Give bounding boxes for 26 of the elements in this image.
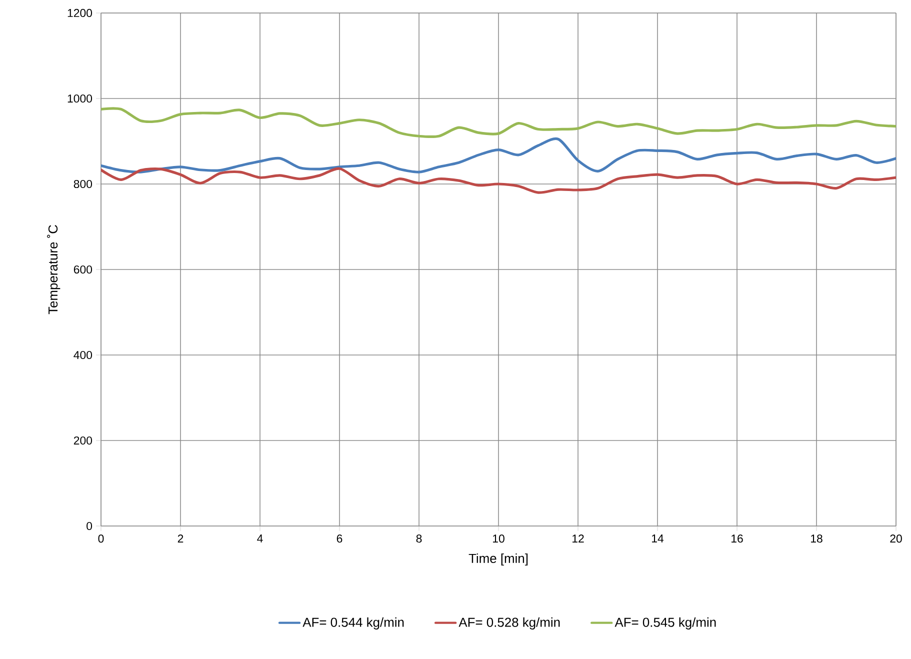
y-tick-label: 600 [74, 265, 92, 274]
legend-label: AF= 0.544 kg/min [302, 617, 404, 630]
x-tick-label: 4 [257, 534, 263, 542]
y-tick-label: 0 [86, 522, 92, 530]
x-tick-label: 8 [416, 534, 422, 543]
y-tick-label: 1200 [68, 8, 92, 18]
x-axis-title: Time [min] [468, 553, 528, 566]
x-tick-label: 12 [572, 534, 584, 543]
y-tick-label: 1000 [68, 94, 92, 103]
line-series [101, 138, 896, 174]
line-series [101, 167, 896, 194]
x-tick-label: 16 [732, 534, 743, 543]
x-tick-label: 2 [178, 534, 184, 543]
legend-label: AF= 0.545 kg/min [614, 617, 716, 630]
y-axis-title: Temperature ˚C [47, 225, 60, 314]
line-series [101, 107, 896, 138]
x-tick-label: 20 [890, 534, 902, 543]
x-tick-label: 18 [811, 534, 822, 543]
x-tick-label: 10 [493, 534, 504, 543]
x-tick-label: 0 [98, 534, 104, 543]
y-tick-label: 200 [74, 436, 92, 445]
x-tick-label: 6 [336, 534, 342, 543]
legend-label: AF= 0.528 kg/min [458, 617, 560, 630]
y-tick-label: 800 [74, 180, 92, 188]
y-tick-label: 400 [74, 350, 92, 360]
x-tick-label: 14 [652, 534, 664, 542]
